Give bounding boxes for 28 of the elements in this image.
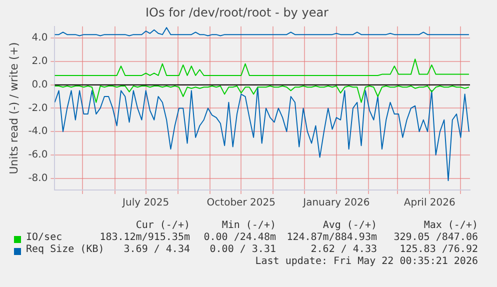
x-tick-label: October 2025: [206, 198, 276, 209]
text: 2.62 / 4.33: [310, 244, 377, 255]
y-tick-label: 4.0: [32, 32, 48, 44]
y-tick-label: -2.0: [28, 102, 48, 114]
chart-title: IOs for /dev/root/root - by year: [146, 5, 329, 20]
legend-label: IO/sec: [26, 232, 62, 243]
x-tick-label: January 2026: [302, 198, 370, 209]
text: 124.87m/884.93m: [286, 232, 377, 243]
y-axis-title: Units read (-) / write (+): [7, 42, 20, 174]
text: Min (-/+): [222, 220, 276, 231]
text: 0.00 / 3.31: [210, 244, 276, 255]
text: Max (-/+): [424, 220, 478, 231]
y-tick-label: -6.0: [28, 150, 48, 161]
text: Avg (-/+): [322, 220, 377, 231]
text: 329.05 /847.06: [394, 232, 478, 243]
x-tick-label: April 2026: [404, 198, 456, 209]
text: Last update: Fri May 22 00:35:21 2026: [255, 256, 478, 267]
y-tick-label: 2.0: [32, 56, 48, 68]
text: 125.83 /76.92: [400, 244, 478, 255]
y-tick-label: 0.0: [32, 79, 48, 90]
text: 183.12m/915.35m: [100, 232, 190, 243]
y-tick-label: -4.0: [28, 126, 48, 138]
y-tick-label: -8.0: [28, 172, 48, 184]
text: 3.69 / 4.34: [124, 244, 190, 255]
x-tick-label: July 2025: [122, 198, 170, 209]
legend-label: Req Size (KB): [26, 244, 104, 255]
text: 0.00 /24.48m: [204, 232, 276, 243]
text: Cur (-/+): [136, 220, 190, 231]
